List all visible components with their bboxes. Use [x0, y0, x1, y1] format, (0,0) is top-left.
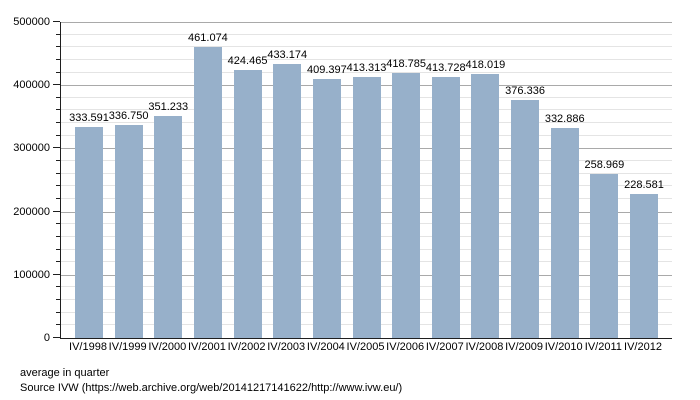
y-tick-minor	[56, 248, 60, 250]
y-tick-major	[53, 21, 60, 22]
x-axis: IV/1998 IV/1999 IV/2000 IV/2001 IV/2002 IV/20…	[60, 341, 671, 355]
y-tick-minor	[56, 261, 60, 263]
bar-value-label: 409.397	[306, 64, 347, 77]
bar	[233, 69, 262, 338]
bar-value-label: 333.591	[69, 112, 109, 125]
y-tick-minor	[56, 160, 60, 162]
plot-area: 333.591 336.750 351.233 461.074 424.465 433.1…	[53, 21, 672, 339]
y-gridline-minor	[61, 33, 672, 35]
bar-value-label: 413.728	[425, 61, 466, 74]
bar	[273, 64, 302, 338]
bar-value-label: 376.336	[505, 85, 545, 98]
y-tick-minor	[56, 33, 60, 35]
y-gridline-minor	[61, 46, 672, 48]
bar	[471, 73, 500, 338]
bar	[114, 125, 143, 338]
y-tick-minor	[56, 122, 60, 124]
y-axis: 0 100000 200000 300000 400000 500000	[0, 0, 50, 400]
footer-note: average in quarter	[20, 367, 110, 379]
y-tick-major	[53, 273, 60, 275]
x-tick-label: IV/2006	[386, 341, 425, 353]
footer-source: Source IVW (https://web.archive.org/web/…	[20, 382, 403, 394]
x-tick-label: IV/2004	[306, 341, 345, 353]
y-tick-major	[53, 84, 60, 86]
bar-value-label: 258.969	[584, 159, 625, 172]
y-tick-label: 400000	[13, 79, 50, 92]
x-tick-label: IV/2009	[505, 341, 544, 353]
bar	[590, 174, 619, 338]
y-gridline-major	[61, 22, 672, 23]
bar	[431, 76, 460, 338]
y-tick-minor	[56, 185, 60, 187]
y-tick-minor	[56, 286, 60, 288]
y-tick-minor	[56, 172, 60, 174]
x-tick-label: IV/2000	[148, 341, 187, 353]
bar-value-label: 332.886	[544, 112, 585, 125]
y-tick-label: 200000	[13, 205, 50, 218]
y-gridline-minor	[61, 58, 672, 60]
bar-value-label: 418.785	[386, 58, 427, 71]
y-tick-major	[53, 337, 60, 338]
x-tick-label: IV/2002	[227, 341, 266, 353]
bar	[550, 127, 579, 338]
bar	[630, 193, 658, 338]
y-tick-label: 500000	[13, 16, 50, 28]
y-tick-minor	[56, 223, 60, 225]
y-tick-minor	[56, 134, 60, 136]
bar	[392, 73, 421, 338]
y-tick-minor	[56, 71, 60, 73]
y-tick-minor	[56, 109, 60, 111]
y-tick-minor	[56, 235, 60, 237]
bar-value-label: 461.074	[188, 31, 228, 44]
y-tick-label: 300000	[13, 142, 50, 155]
x-tick-label: IV/2005	[346, 341, 385, 353]
y-tick-minor	[56, 197, 60, 199]
y-tick-minor	[56, 311, 60, 313]
bar	[154, 116, 183, 338]
chart-footer: average in quarter Source IVW (https://w…	[20, 366, 402, 396]
bar-value-label: 351.233	[148, 101, 189, 114]
x-tick-label: IV/2007	[425, 341, 464, 353]
bar-value-label: 424.465	[227, 54, 268, 67]
y-tick-label: 0	[43, 332, 50, 344]
bar-value-label: 336.750	[108, 110, 149, 123]
x-tick-label: IV/2008	[465, 341, 504, 353]
bar	[511, 100, 540, 338]
bar-value-label: 418.019	[465, 58, 506, 71]
bar	[312, 79, 341, 338]
y-tick-minor	[56, 96, 60, 98]
y-tick-label: 100000	[13, 268, 50, 281]
y-tick-minor	[56, 58, 60, 60]
x-tick-label: IV/2001	[187, 341, 226, 353]
y-gridline-minor	[61, 71, 672, 73]
bar-value-label: 228.581	[624, 178, 664, 191]
y-tick-minor	[56, 46, 60, 48]
x-tick-label: IV/2003	[267, 341, 306, 353]
bar-value-label: 433.174	[267, 49, 308, 62]
bar-value-label: 413.313	[346, 61, 387, 74]
bar	[193, 46, 222, 338]
x-tick-label: IV/1998	[69, 341, 107, 353]
x-tick-label: IV/1999	[108, 341, 147, 353]
y-tick-minor	[56, 299, 60, 301]
y-tick-minor	[56, 324, 60, 326]
bar	[352, 76, 381, 338]
x-tick-label: IV/2012	[624, 341, 662, 353]
x-tick-label: IV/2011	[584, 341, 622, 353]
bar	[75, 127, 103, 338]
x-tick-label: IV/2010	[544, 341, 583, 353]
y-tick-major	[53, 147, 60, 149]
y-tick-major	[53, 210, 60, 212]
